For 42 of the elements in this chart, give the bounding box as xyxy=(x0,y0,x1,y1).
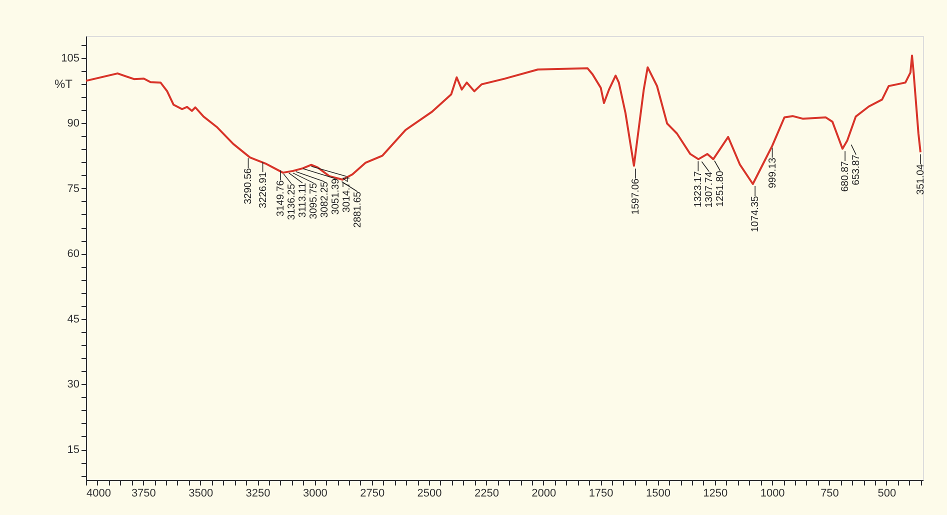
annotation: 3095.75 xyxy=(308,182,320,220)
x-tick-label: 1500 xyxy=(646,488,670,500)
annotation: 653.87 xyxy=(851,154,862,186)
y-tick-label: 90 xyxy=(67,118,80,130)
annotation: 2881.65 xyxy=(352,191,364,228)
y-tick-label: 45 xyxy=(67,313,80,326)
x-tick-label: 3750 xyxy=(131,488,156,500)
annotation: 3149.76 xyxy=(275,180,286,216)
y-axis-title: %T xyxy=(54,76,74,91)
annotation: 3290.56 xyxy=(243,168,254,204)
x-tick-label: 2750 xyxy=(360,488,385,500)
x-tick-label: 1250 xyxy=(703,488,728,500)
x-tick-label: 4000 xyxy=(86,488,111,500)
y-tick-label: 15 xyxy=(67,444,80,456)
y-tick-label: 60 xyxy=(67,248,80,260)
annotation: 999.13 xyxy=(767,157,778,188)
annotation: 3113.11 xyxy=(297,182,308,218)
x-tick-label: 3500 xyxy=(188,488,214,500)
annotation: 3082.25 xyxy=(319,181,330,218)
y-tick-label: 105 xyxy=(61,52,80,64)
x-tick-label: 1000 xyxy=(760,488,785,500)
annotation: 3051.39 xyxy=(330,178,342,215)
x-tick-label: 3000 xyxy=(302,488,328,500)
x-tick-label: 3250 xyxy=(246,488,270,500)
annotation: 3014.74 xyxy=(341,176,352,213)
x-tick-label: 500 xyxy=(878,488,896,500)
annotation: 1323.17 xyxy=(693,170,704,208)
annotation: 680.87 xyxy=(840,160,852,192)
x-tick-label: 750 xyxy=(820,488,839,500)
annotation: 1074.35 xyxy=(750,196,762,232)
annotation: 1597.06 xyxy=(630,178,642,215)
x-tick-label: 2500 xyxy=(417,488,442,500)
y-tick-label: 30 xyxy=(67,378,80,391)
annotation: 3136.25 xyxy=(286,183,298,220)
annotation: 3226.91 xyxy=(258,172,269,208)
x-tick-label: 2250 xyxy=(474,488,499,500)
annotation: 351.04 xyxy=(915,164,926,195)
annotation: 1251.80 xyxy=(715,170,726,207)
x-tick-label: 1750 xyxy=(588,488,614,500)
x-tick-label: 2000 xyxy=(532,488,556,500)
y-tick-label: 75 xyxy=(67,182,80,195)
annotation: 1307.74 xyxy=(704,171,716,208)
